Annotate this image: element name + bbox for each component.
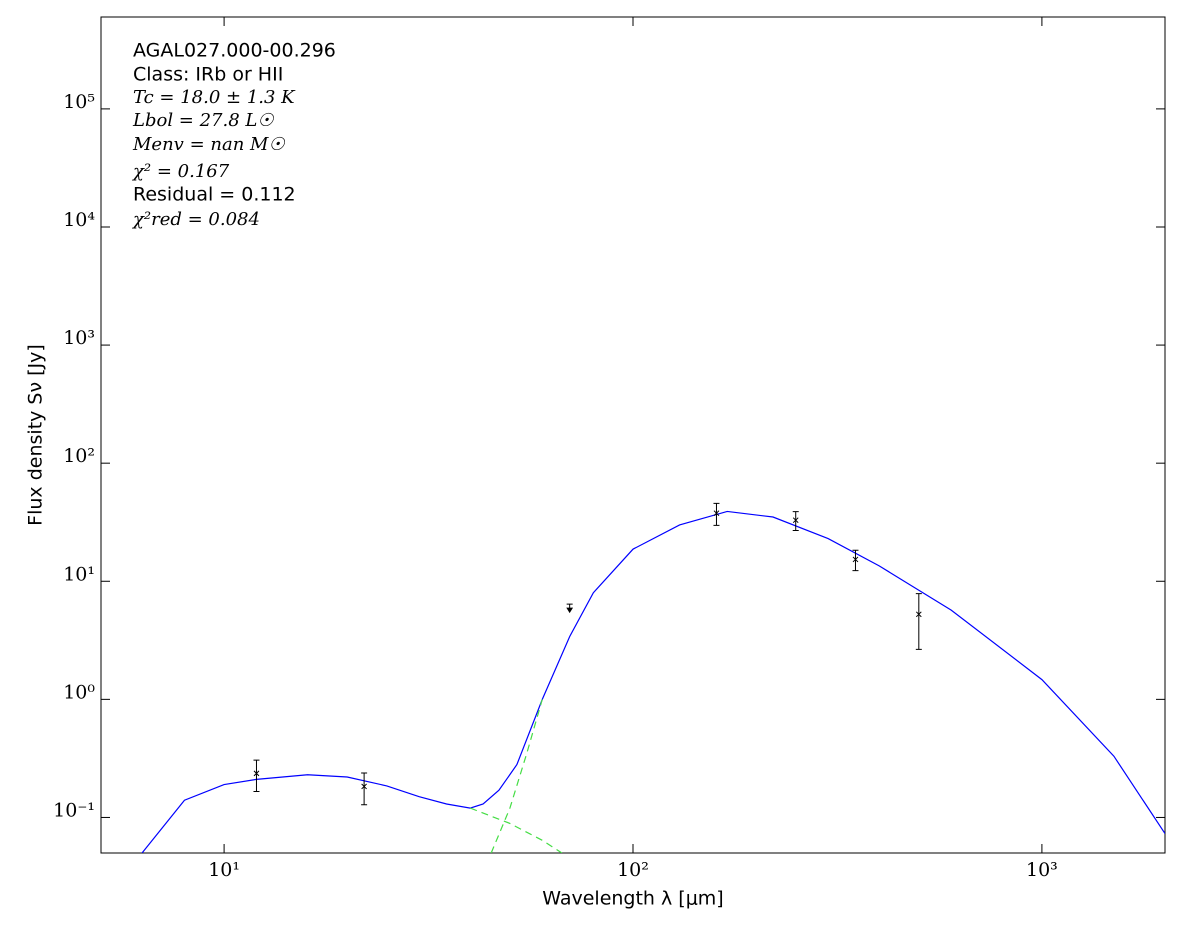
annotation: Menv = nan M☉ [132, 134, 285, 155]
error-bar [915, 593, 922, 650]
error-bar [253, 759, 260, 792]
upper-limit [566, 603, 574, 614]
annotation: Residual = 0.112 [133, 184, 296, 206]
component-line [470, 807, 563, 853]
x-tick-label: 10² [617, 859, 649, 881]
y-tick-label: 10⁻¹ [53, 799, 95, 821]
error-bar [792, 511, 799, 532]
data-point [792, 517, 799, 524]
annotation: χ²red = 0.084 [131, 209, 260, 230]
annotation: Class: IRb or HII [133, 64, 283, 86]
component-line [490, 699, 543, 853]
x-tick-label: 10³ [1026, 859, 1058, 881]
annotation: AGAL027.000-00.296 [133, 40, 336, 62]
data-point [852, 556, 859, 563]
data-point [713, 510, 720, 517]
y-tick-label: 10⁴ [63, 209, 95, 231]
data-point [253, 770, 260, 777]
data-point [361, 783, 367, 790]
y-tick-label: 10⁵ [63, 91, 95, 113]
annotation: Tc = 18.0 ± 1.3 K [133, 87, 296, 108]
error-bar [361, 772, 368, 806]
y-tick-label: 10³ [63, 327, 95, 349]
y-tick-label: 10⁰ [63, 681, 95, 703]
error-bar [852, 549, 859, 572]
y-tick-label: 10² [63, 445, 95, 467]
y-axis-label: Flux density Sν [Jy] [25, 344, 47, 526]
annotation: Lbol = 27.8 L☉ [132, 110, 274, 131]
model-line [141, 510, 1165, 853]
data-point [915, 611, 922, 618]
annotation: χ² = 0.167 [131, 161, 230, 182]
x-axis-label: Wavelength λ [μm] [542, 888, 723, 910]
y-tick-label: 10¹ [63, 563, 95, 585]
error-bar [713, 502, 720, 526]
x-tick-label: 10¹ [208, 859, 240, 881]
